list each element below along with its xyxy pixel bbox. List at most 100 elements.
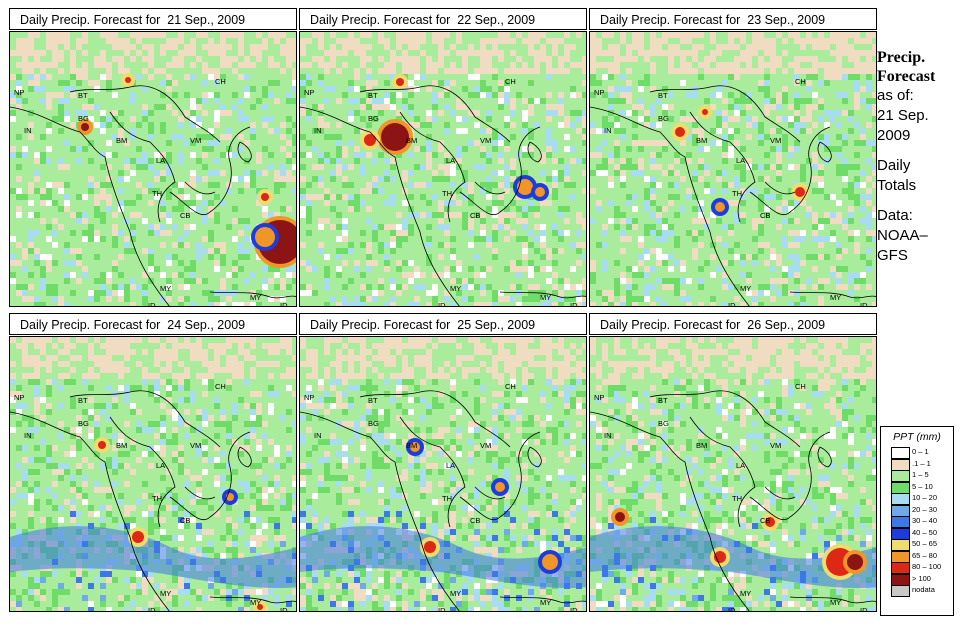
legend-item: 1 – 5 [881,469,953,482]
legend-label: 50 – 65 [912,539,938,548]
legend-item: .1 – 1 [881,458,953,471]
country-label: LA [156,156,166,165]
country-label: MY [540,598,552,607]
legend-item: 50 – 65 [881,538,953,551]
country-label: IN [314,126,322,135]
country-label: TH [152,494,162,503]
forecast-panel-day5: Daily Precip. Forecast for 25 Sep., 2009… [299,313,589,615]
country-label: MY [540,293,552,302]
country-label: NP [594,88,605,97]
as-of-label: as of: [877,87,914,104]
precip-map: CH NP BT IN BG BM VM LA TH CB MY ID MY ID [299,31,587,307]
country-label: TH [442,189,452,198]
country-label: BM [696,441,708,450]
country-label: CH [505,382,516,391]
legend-item: 20 – 30 [881,504,953,517]
country-label: BT [368,91,378,100]
country-label: BT [658,91,668,100]
country-label: ID [728,301,736,307]
country-label: LA [736,156,746,165]
panel-title: Daily Precip. Forecast for 22 Sep., 2009 [299,8,587,30]
panel-title: Daily Precip. Forecast for 26 Sep., 2009 [589,313,877,335]
country-label: CB [760,516,771,525]
precip-field [300,32,586,306]
country-label: NP [14,393,25,402]
country-label: TH [152,189,162,198]
precip-map: CH NP BT IN BG BM VM LA TH CB MY ID MY ID [589,31,877,307]
country-label: MY [740,284,752,293]
legend-label: > 100 [912,573,931,583]
country-label: ID [728,606,736,612]
country-label: NP [304,88,315,97]
heading-line1: Precip. [877,49,926,66]
country-label: MY [830,293,842,302]
country-label: VM [480,136,492,145]
country-label: NP [594,393,605,402]
country-label: VM [770,136,782,145]
country-label: MY [160,589,172,598]
ppt-legend: PPT (mm) 0 – 1 .1 – 1 1 – 5 5 – 10 10 – 20 20… [880,426,954,616]
legend-label: .1 – 1 [912,458,931,468]
date-line2: 2009 [877,127,911,144]
country-label: LA [446,461,456,470]
country-label: MY [740,589,752,598]
data-line2: NOAA– [877,227,928,244]
country-label: ID [570,606,578,612]
forecast-panel-day4: Daily Precip. Forecast for 24 Sep., 2009… [9,313,299,615]
legend-label: 65 – 80 [912,550,938,560]
country-label: LA [736,461,746,470]
country-label: CB [470,211,481,220]
country-label: TH [732,494,742,503]
legend-item: 10 – 20 [881,492,953,505]
country-label: TH [732,189,742,198]
country-label: IN [604,126,612,135]
country-label: BG [368,419,379,428]
country-label: CH [505,77,516,86]
legend-label: nodata [912,585,935,594]
legend-item: 30 – 40 [881,515,953,528]
data-line3: GFS [877,247,908,264]
country-label: ID [148,301,156,307]
country-label: BG [78,419,89,428]
country-label: MY [160,284,172,293]
country-label: TH [442,494,452,503]
precip-field [10,32,296,306]
forecast-panel-day1: Daily Precip. Forecast for 21 Sep., 2009… [9,8,299,310]
legend-label: 1 – 5 [912,470,929,479]
country-label: IN [24,431,32,440]
country-label: BG [78,114,89,123]
country-label: ID [280,301,288,307]
country-label: MY [450,589,462,598]
country-label: NP [304,393,315,402]
country-label: ID [438,301,446,307]
country-label: ID [280,606,288,612]
legend-item: 65 – 80 [881,550,953,563]
country-label: VM [480,441,492,450]
legend-label: 20 – 30 [912,504,938,514]
country-label: ID [148,606,156,612]
country-label: CH [215,382,226,391]
legend-item: 5 – 10 [881,481,953,494]
forecast-panel-day3: Daily Precip. Forecast for 23 Sep., 2009… [589,8,879,310]
precip-field [10,337,296,611]
country-label: NP [14,88,25,97]
country-label: CB [180,516,191,525]
country-label: VM [190,136,202,145]
country-label: IN [604,431,612,440]
precip-map: CH NP BT IN BG BM VM LA TH CB MY ID MY ID [589,336,877,612]
country-label: CH [795,77,806,86]
legend-label: 40 – 50 [912,527,938,537]
country-label: BT [368,396,378,405]
legend-label: 5 – 10 [912,481,933,491]
country-label: MY [830,598,842,607]
country-label: LA [446,156,456,165]
country-label: CH [215,77,226,86]
country-label: BG [658,419,669,428]
forecast-panel-day2: Daily Precip. Forecast for 22 Sep., 2009… [299,8,589,310]
country-label: LA [156,461,166,470]
country-label: BM [406,136,418,145]
country-label: IN [314,431,322,440]
country-label: CB [180,211,191,220]
country-label: ID [438,606,446,612]
country-label: VM [190,441,202,450]
